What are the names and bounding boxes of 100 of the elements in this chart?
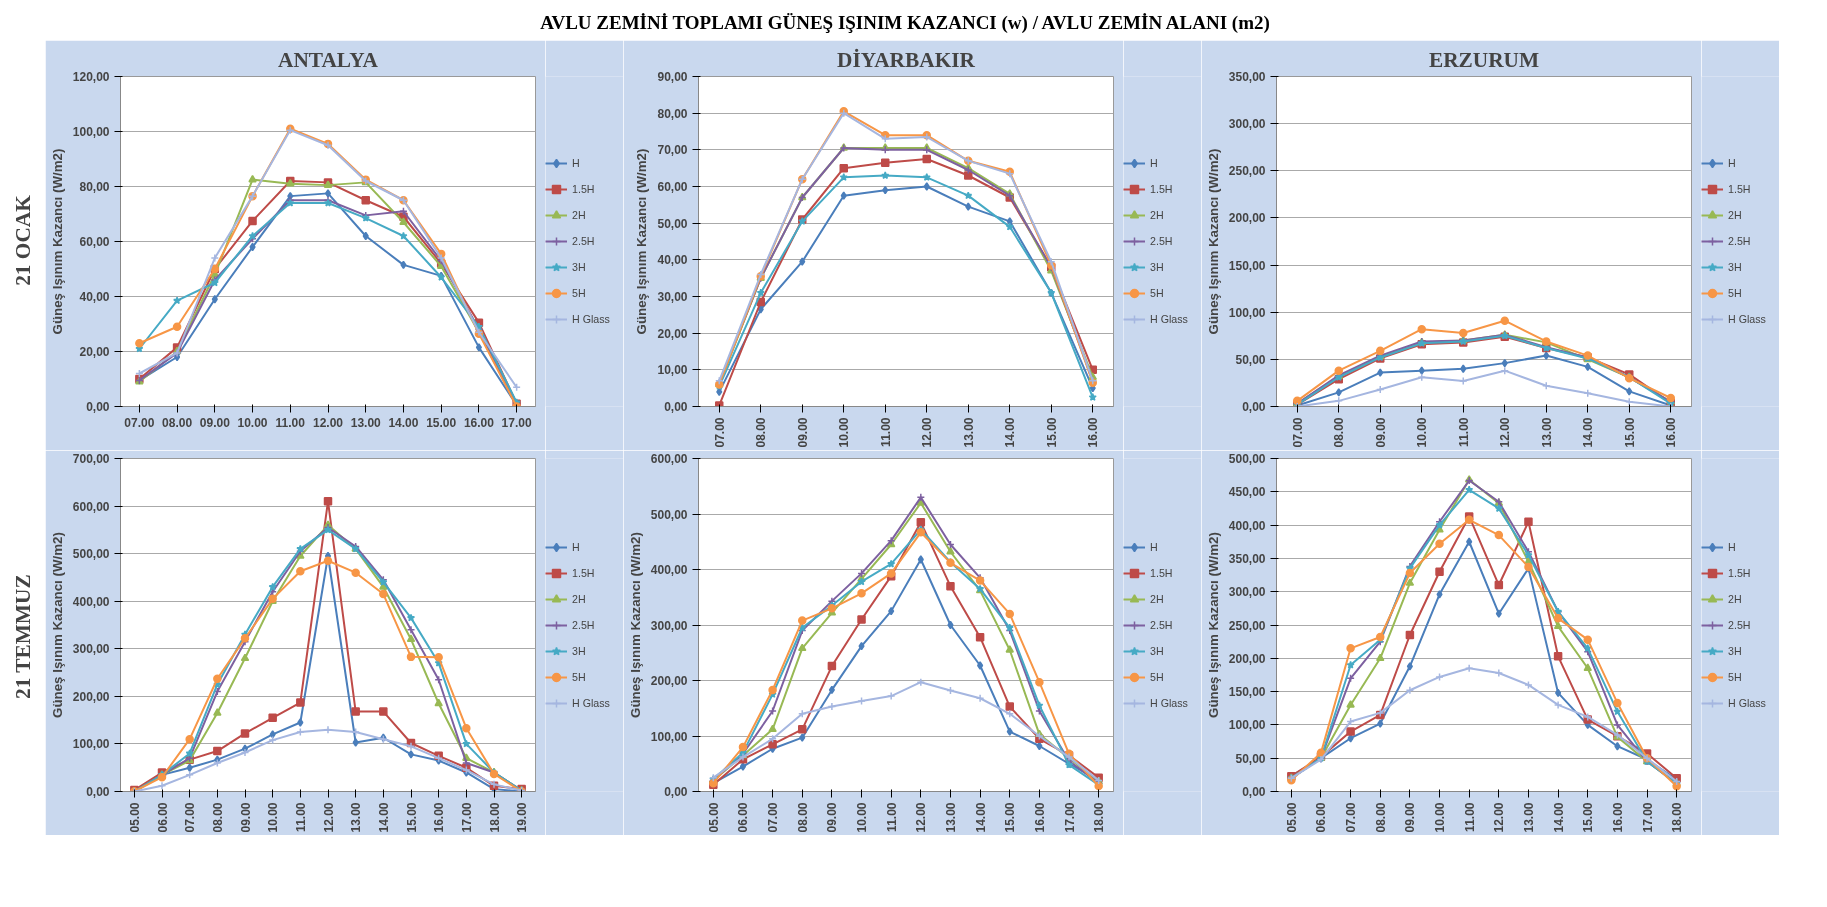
x-tick-label: 05.00 <box>706 802 721 833</box>
x-tick-label: 16.00 <box>1610 802 1625 833</box>
x-tick-label: 08.00 <box>210 802 225 833</box>
x-tick-label: 14.00 <box>376 802 391 833</box>
x-tick-label: 09.00 <box>1373 417 1388 448</box>
x-tick-label: 17.00 <box>1640 802 1655 833</box>
y-tick-label: 600,00 <box>72 499 110 514</box>
x-tick-label: 18.00 <box>1092 802 1107 833</box>
y-tick-label: 100,00 <box>1228 718 1266 733</box>
legend-label: 3H <box>1728 261 1743 273</box>
y-tick-label: 500,00 <box>72 547 110 562</box>
legend-label: 2H <box>1728 592 1743 605</box>
chart-title: ANTALYA <box>278 47 379 72</box>
x-tick-label: 05.00 <box>1284 802 1299 833</box>
x-tick-label: 06.00 <box>736 802 751 833</box>
y-tick-label: 300,00 <box>72 642 110 657</box>
legend-label: H Glass <box>1150 696 1188 709</box>
legend-label: 1.5H <box>1728 183 1751 195</box>
legend-label: 1.5H <box>1728 566 1751 579</box>
x-tick-label: 07.00 <box>1344 802 1359 833</box>
x-tick-label: 06.00 <box>155 802 170 833</box>
x-tick-label: 09.00 <box>1403 802 1418 833</box>
y-tick-label: 300,00 <box>1228 117 1266 132</box>
x-tick-label: 13.00 <box>1539 417 1554 448</box>
legend-label: 2H <box>572 209 587 221</box>
y-tick-label: 100,00 <box>1228 305 1266 320</box>
text: 21 OCAK <box>11 194 35 286</box>
legend-label: H Glass <box>1728 313 1766 325</box>
x-tick-label: 15.00 <box>426 415 457 430</box>
y-tick-label: 0,00 <box>86 785 110 799</box>
y-tick-label: 200,00 <box>1228 211 1266 226</box>
x-tick-label: 15.00 <box>1622 417 1637 448</box>
x-tick-label: 17.00 <box>501 415 532 430</box>
legend-label: 5H <box>1728 287 1743 299</box>
x-tick-label: 09.00 <box>199 415 231 430</box>
x-tick-label: 07.00 <box>766 802 781 833</box>
y-tick-label: 150,00 <box>1228 258 1266 273</box>
y-axis-title: Güneş Işınım Kazancı (W/m2) <box>1205 532 1221 718</box>
y-tick-label: 150,00 <box>1228 685 1266 700</box>
y-tick-label: 50,00 <box>657 216 688 231</box>
x-tick-label: 17.00 <box>459 802 474 833</box>
x-tick-label: 13.00 <box>1521 802 1536 833</box>
x-tick-label: 14.00 <box>1003 417 1018 448</box>
x-tick-label: 16.00 <box>1086 417 1101 448</box>
y-tick-label: 250,00 <box>1228 164 1266 179</box>
text: 21 TEMMUZ <box>11 574 35 699</box>
y-tick-label: 70,00 <box>657 143 688 158</box>
y-tick-label: 250,00 <box>1228 618 1266 633</box>
y-tick-label: 450,00 <box>1228 485 1266 500</box>
legend-label: 3H <box>572 644 587 657</box>
x-tick-label: 16.00 <box>463 415 495 430</box>
x-tick-label: 13.00 <box>349 802 364 833</box>
y-tick-label: 0,00 <box>1242 400 1266 414</box>
x-tick-label: 12.00 <box>1492 802 1507 833</box>
y-tick-label: 120,00 <box>72 70 110 84</box>
legend-label: 5H <box>572 287 587 299</box>
y-tick-label: 0,00 <box>1242 785 1266 799</box>
y-tick-label: 500,00 <box>650 507 688 522</box>
y-tick-label: 20,00 <box>657 326 688 341</box>
y-tick-label: 200,00 <box>650 674 688 688</box>
x-tick-label: 15.00 <box>1581 802 1596 833</box>
y-tick-label: 40,00 <box>657 253 688 268</box>
x-tick-label: 10.00 <box>237 415 268 430</box>
y-tick-label: 10,00 <box>657 363 688 378</box>
legend-label: 1.5H <box>572 566 595 579</box>
y-tick-label: 500,00 <box>1228 452 1266 466</box>
legend-label: H <box>572 157 581 169</box>
x-tick-label: 11.00 <box>275 415 306 430</box>
x-tick-label: 08.00 <box>795 802 810 833</box>
y-tick-label: 20,00 <box>79 345 110 359</box>
x-tick-label: 09.00 <box>825 802 840 833</box>
y-tick-label: 80,00 <box>657 106 688 121</box>
x-tick-label: 08.00 <box>754 417 769 448</box>
legend-label: 5H <box>1150 670 1165 683</box>
y-tick-label: 0,00 <box>86 400 110 414</box>
legend-label: H Glass <box>572 313 610 325</box>
chart-title: DİYARBAKIR <box>837 47 976 72</box>
legend-label: 5H <box>1728 670 1743 683</box>
x-tick-label: 10.00 <box>837 417 852 448</box>
y-tick-label: 80,00 <box>79 180 110 194</box>
x-tick-label: 09.00 <box>238 802 253 833</box>
y-tick-label: 50,00 <box>1235 352 1266 367</box>
x-tick-label: 15.00 <box>1003 802 1018 833</box>
y-tick-label: 200,00 <box>1228 651 1266 666</box>
y-axis-title: Güneş Işınım Kazancı (W/m2) <box>49 532 65 718</box>
legend-label: H <box>1728 157 1737 169</box>
x-tick-label: 18.00 <box>1670 802 1685 833</box>
y-tick-label: 90,00 <box>657 70 688 84</box>
y-tick-label: 300,00 <box>650 618 688 633</box>
x-tick-label: 12.00 <box>312 415 344 430</box>
y-axis-title: Güneş Işınım Kazancı (W/m2) <box>1205 148 1221 335</box>
x-tick-label: 10.00 <box>855 802 870 833</box>
y-tick-label: 100,00 <box>72 737 110 752</box>
x-tick-label: 17.00 <box>1062 802 1077 833</box>
y-tick-label: 350,00 <box>1228 70 1266 84</box>
y-tick-label: 100,00 <box>72 125 110 139</box>
legend-label: H Glass <box>1150 313 1188 325</box>
legend-label: 5H <box>1150 287 1165 299</box>
x-tick-label: 12.00 <box>920 417 935 448</box>
legend-label: 2H <box>1150 209 1165 221</box>
